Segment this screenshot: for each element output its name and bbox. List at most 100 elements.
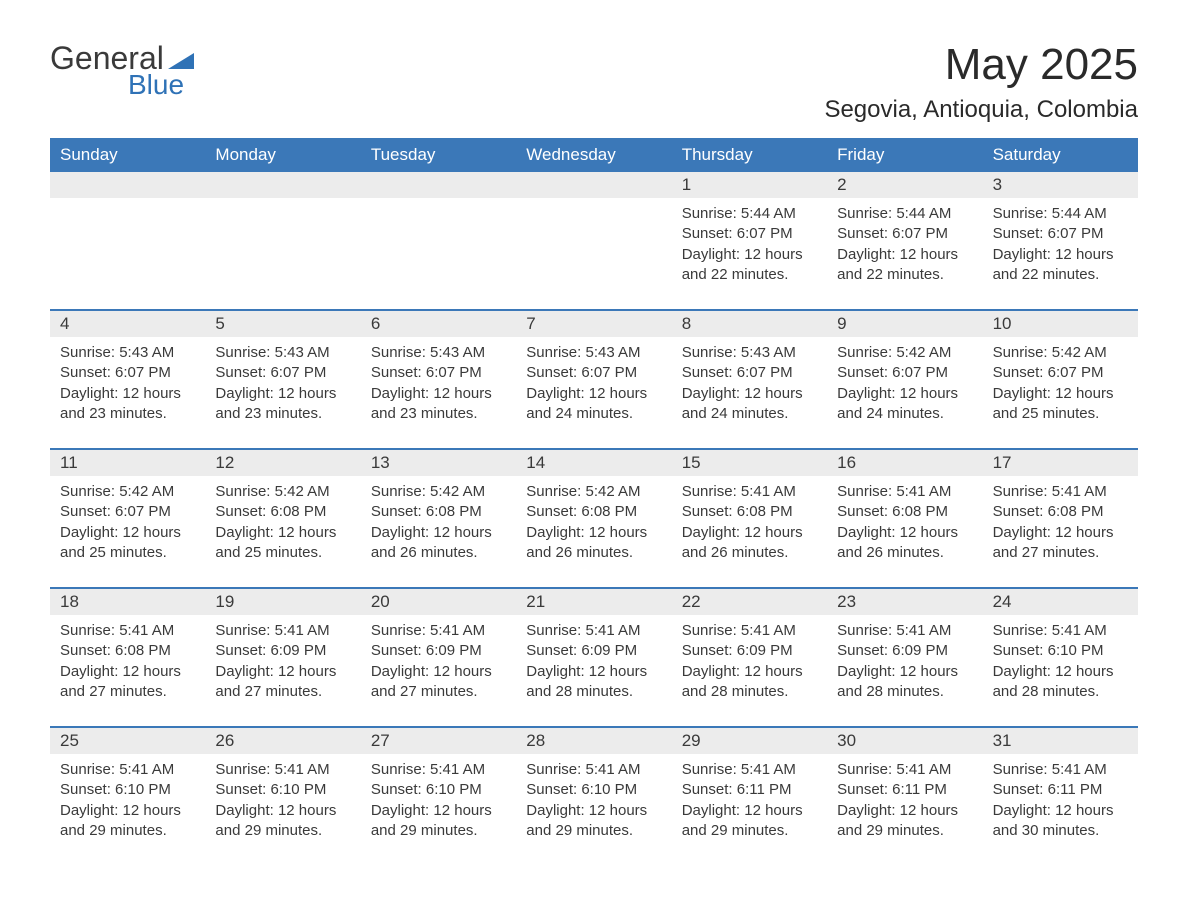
logo-triangle-icon — [168, 53, 194, 69]
sunset-line: Sunset: 6:08 PM — [215, 502, 350, 522]
day-cell: Sunrise: 5:41 AMSunset: 6:09 PMDaylight:… — [827, 615, 982, 712]
daylight-line: Daylight: 12 hours and 26 minutes. — [837, 523, 972, 564]
sunrise-line: Sunrise: 5:44 AM — [993, 204, 1128, 224]
sunset-line: Sunset: 6:09 PM — [682, 641, 817, 661]
sunset-line: Sunset: 6:10 PM — [993, 641, 1128, 661]
day-cell: Sunrise: 5:42 AMSunset: 6:07 PMDaylight:… — [50, 476, 205, 573]
sunrise-line: Sunrise: 5:41 AM — [993, 760, 1128, 780]
daylight-line: Daylight: 12 hours and 25 minutes. — [993, 384, 1128, 425]
day-header: Wednesday — [516, 138, 671, 172]
sunset-line: Sunset: 6:08 PM — [371, 502, 506, 522]
daynum-row: 25262728293031 — [50, 728, 1138, 754]
daylight-line: Daylight: 12 hours and 30 minutes. — [993, 801, 1128, 842]
day-cell: Sunrise: 5:43 AMSunset: 6:07 PMDaylight:… — [50, 337, 205, 434]
day-cell: Sunrise: 5:41 AMSunset: 6:09 PMDaylight:… — [672, 615, 827, 712]
sunset-line: Sunset: 6:09 PM — [526, 641, 661, 661]
day-number: 1 — [672, 172, 827, 198]
sunrise-line: Sunrise: 5:41 AM — [682, 482, 817, 502]
day-number: 30 — [827, 728, 982, 754]
day-number — [516, 172, 671, 198]
sunrise-line: Sunrise: 5:41 AM — [60, 760, 195, 780]
sunrise-line: Sunrise: 5:41 AM — [993, 621, 1128, 641]
day-cell: Sunrise: 5:41 AMSunset: 6:10 PMDaylight:… — [516, 754, 671, 851]
daylight-line: Daylight: 12 hours and 26 minutes. — [526, 523, 661, 564]
day-cell: Sunrise: 5:42 AMSunset: 6:08 PMDaylight:… — [205, 476, 360, 573]
day-number: 2 — [827, 172, 982, 198]
day-number: 17 — [983, 450, 1138, 476]
sunrise-line: Sunrise: 5:41 AM — [371, 760, 506, 780]
day-cell: Sunrise: 5:41 AMSunset: 6:10 PMDaylight:… — [361, 754, 516, 851]
day-number: 14 — [516, 450, 671, 476]
day-cell: Sunrise: 5:41 AMSunset: 6:11 PMDaylight:… — [983, 754, 1138, 851]
day-cell: Sunrise: 5:42 AMSunset: 6:08 PMDaylight:… — [361, 476, 516, 573]
sunrise-line: Sunrise: 5:42 AM — [60, 482, 195, 502]
sunrise-line: Sunrise: 5:41 AM — [215, 621, 350, 641]
sunset-line: Sunset: 6:10 PM — [60, 780, 195, 800]
daylight-line: Daylight: 12 hours and 22 minutes. — [682, 245, 817, 286]
sunrise-line: Sunrise: 5:41 AM — [60, 621, 195, 641]
sunset-line: Sunset: 6:07 PM — [993, 224, 1128, 244]
day-cell: Sunrise: 5:41 AMSunset: 6:10 PMDaylight:… — [50, 754, 205, 851]
sunrise-line: Sunrise: 5:41 AM — [837, 760, 972, 780]
day-number: 3 — [983, 172, 1138, 198]
sunset-line: Sunset: 6:10 PM — [215, 780, 350, 800]
day-header: Sunday — [50, 138, 205, 172]
sunset-line: Sunset: 6:08 PM — [682, 502, 817, 522]
daylight-line: Daylight: 12 hours and 29 minutes. — [371, 801, 506, 842]
brand-logo: General Blue — [50, 40, 194, 101]
day-header: Monday — [205, 138, 360, 172]
daylight-line: Daylight: 12 hours and 29 minutes. — [682, 801, 817, 842]
sunrise-line: Sunrise: 5:43 AM — [682, 343, 817, 363]
daylight-line: Daylight: 12 hours and 29 minutes. — [215, 801, 350, 842]
logo-text-blue: Blue — [128, 69, 184, 101]
sunrise-line: Sunrise: 5:42 AM — [993, 343, 1128, 363]
day-header: Saturday — [983, 138, 1138, 172]
daynum-row: 123 — [50, 172, 1138, 198]
daynum-row: 18192021222324 — [50, 589, 1138, 615]
daylight-line: Daylight: 12 hours and 26 minutes. — [682, 523, 817, 564]
sunrise-line: Sunrise: 5:42 AM — [371, 482, 506, 502]
day-number: 26 — [205, 728, 360, 754]
sunset-line: Sunset: 6:09 PM — [371, 641, 506, 661]
sunset-line: Sunset: 6:11 PM — [837, 780, 972, 800]
day-cell: Sunrise: 5:42 AMSunset: 6:07 PMDaylight:… — [983, 337, 1138, 434]
sunset-line: Sunset: 6:11 PM — [993, 780, 1128, 800]
sunrise-line: Sunrise: 5:41 AM — [682, 621, 817, 641]
daylight-line: Daylight: 12 hours and 29 minutes. — [837, 801, 972, 842]
day-cell: Sunrise: 5:41 AMSunset: 6:09 PMDaylight:… — [516, 615, 671, 712]
day-cell: Sunrise: 5:41 AMSunset: 6:08 PMDaylight:… — [983, 476, 1138, 573]
daylight-line: Daylight: 12 hours and 29 minutes. — [60, 801, 195, 842]
day-number: 23 — [827, 589, 982, 615]
day-cell: Sunrise: 5:43 AMSunset: 6:07 PMDaylight:… — [205, 337, 360, 434]
sunset-line: Sunset: 6:07 PM — [682, 363, 817, 383]
day-cell: Sunrise: 5:43 AMSunset: 6:07 PMDaylight:… — [516, 337, 671, 434]
daylight-line: Daylight: 12 hours and 22 minutes. — [993, 245, 1128, 286]
day-number — [205, 172, 360, 198]
sunrise-line: Sunrise: 5:41 AM — [215, 760, 350, 780]
sunset-line: Sunset: 6:09 PM — [215, 641, 350, 661]
sunset-line: Sunset: 6:07 PM — [993, 363, 1128, 383]
sunrise-line: Sunrise: 5:41 AM — [682, 760, 817, 780]
day-number — [361, 172, 516, 198]
day-number: 13 — [361, 450, 516, 476]
sunset-line: Sunset: 6:07 PM — [837, 363, 972, 383]
sunrise-line: Sunrise: 5:44 AM — [837, 204, 972, 224]
daylight-line: Daylight: 12 hours and 24 minutes. — [682, 384, 817, 425]
title-block: May 2025 Segovia, Antioquia, Colombia — [824, 40, 1138, 124]
day-number: 20 — [361, 589, 516, 615]
day-number: 6 — [361, 311, 516, 337]
daylight-line: Daylight: 12 hours and 23 minutes. — [60, 384, 195, 425]
daylight-line: Daylight: 12 hours and 27 minutes. — [371, 662, 506, 703]
day-cell: Sunrise: 5:42 AMSunset: 6:08 PMDaylight:… — [516, 476, 671, 573]
week-row: 11121314151617Sunrise: 5:42 AMSunset: 6:… — [50, 448, 1138, 573]
day-cell: Sunrise: 5:41 AMSunset: 6:08 PMDaylight:… — [827, 476, 982, 573]
sunset-line: Sunset: 6:09 PM — [837, 641, 972, 661]
day-number: 18 — [50, 589, 205, 615]
daylight-line: Daylight: 12 hours and 28 minutes. — [993, 662, 1128, 703]
daylight-line: Daylight: 12 hours and 24 minutes. — [526, 384, 661, 425]
sunset-line: Sunset: 6:07 PM — [682, 224, 817, 244]
daylight-line: Daylight: 12 hours and 28 minutes. — [526, 662, 661, 703]
sunrise-line: Sunrise: 5:41 AM — [526, 760, 661, 780]
sunset-line: Sunset: 6:08 PM — [993, 502, 1128, 522]
daylight-line: Daylight: 12 hours and 28 minutes. — [682, 662, 817, 703]
